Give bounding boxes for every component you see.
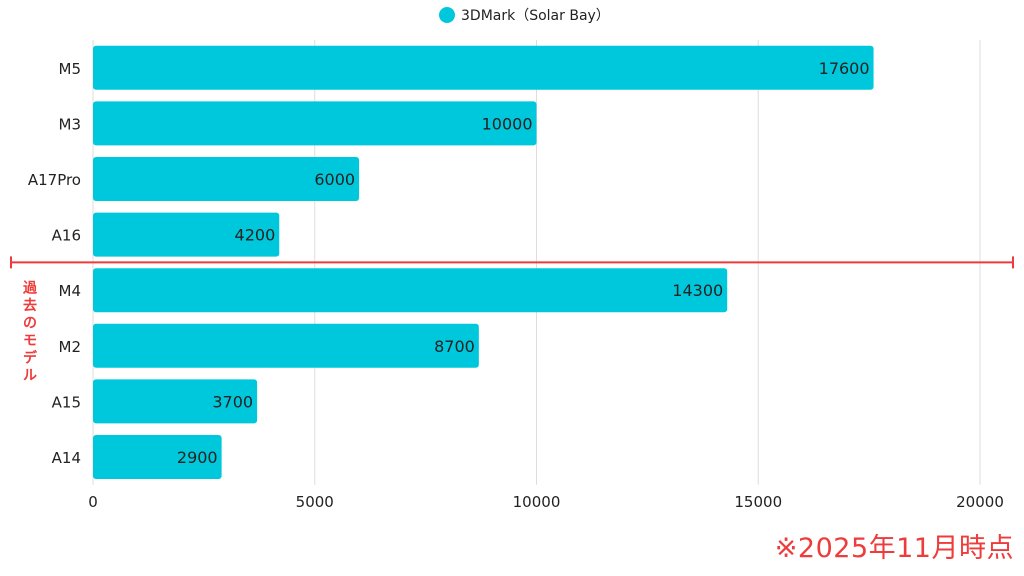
data-label: 14300: [672, 281, 723, 300]
y-tick-label: M4: [59, 282, 82, 300]
data-label: 8700: [434, 337, 475, 356]
data-label: 3700: [212, 392, 253, 411]
y-tick-label: M2: [59, 338, 82, 356]
y-tick-label: A16: [52, 227, 81, 245]
x-tick-label: 5000: [296, 493, 334, 511]
data-label: 6000: [314, 170, 355, 189]
bar-m2: [93, 323, 479, 368]
annotation-label-char: ル: [23, 368, 37, 384]
legend-marker: [439, 7, 455, 23]
x-tick-label: 0: [88, 493, 98, 511]
legend-label: 3DMark（Solar Bay）: [461, 8, 610, 24]
bar-m3: [93, 101, 537, 146]
y-tick-label: M5: [59, 60, 82, 78]
bar-m4: [93, 268, 728, 313]
footnote: ※2025年11月時点: [774, 533, 1014, 564]
annotation-label-char: の: [23, 315, 37, 331]
bar-a14: [93, 435, 222, 479]
data-label: 17600: [819, 59, 870, 78]
data-label: 2900: [177, 448, 218, 467]
bar-m5: [93, 45, 874, 90]
bar-a15: [93, 379, 258, 424]
data-label: 10000: [482, 114, 533, 133]
annotation-label-char: 過: [22, 280, 38, 296]
bar-a16: [93, 212, 280, 257]
y-tick-label: A15: [52, 393, 81, 411]
annotation-label-char: デ: [23, 349, 38, 366]
annotation-label-char: モ: [23, 333, 37, 349]
y-tick-label: A14: [52, 449, 81, 467]
bar-a17pro: [93, 157, 360, 201]
data-label: 4200: [235, 226, 276, 245]
x-tick-label: 15000: [734, 493, 782, 511]
x-tick-label: 20000: [956, 493, 1004, 511]
x-tick-label: 10000: [513, 493, 561, 511]
y-tick-label: A17Pro: [28, 171, 81, 189]
annotation-label-char: 去: [23, 297, 37, 314]
y-tick-label: M3: [59, 115, 82, 133]
